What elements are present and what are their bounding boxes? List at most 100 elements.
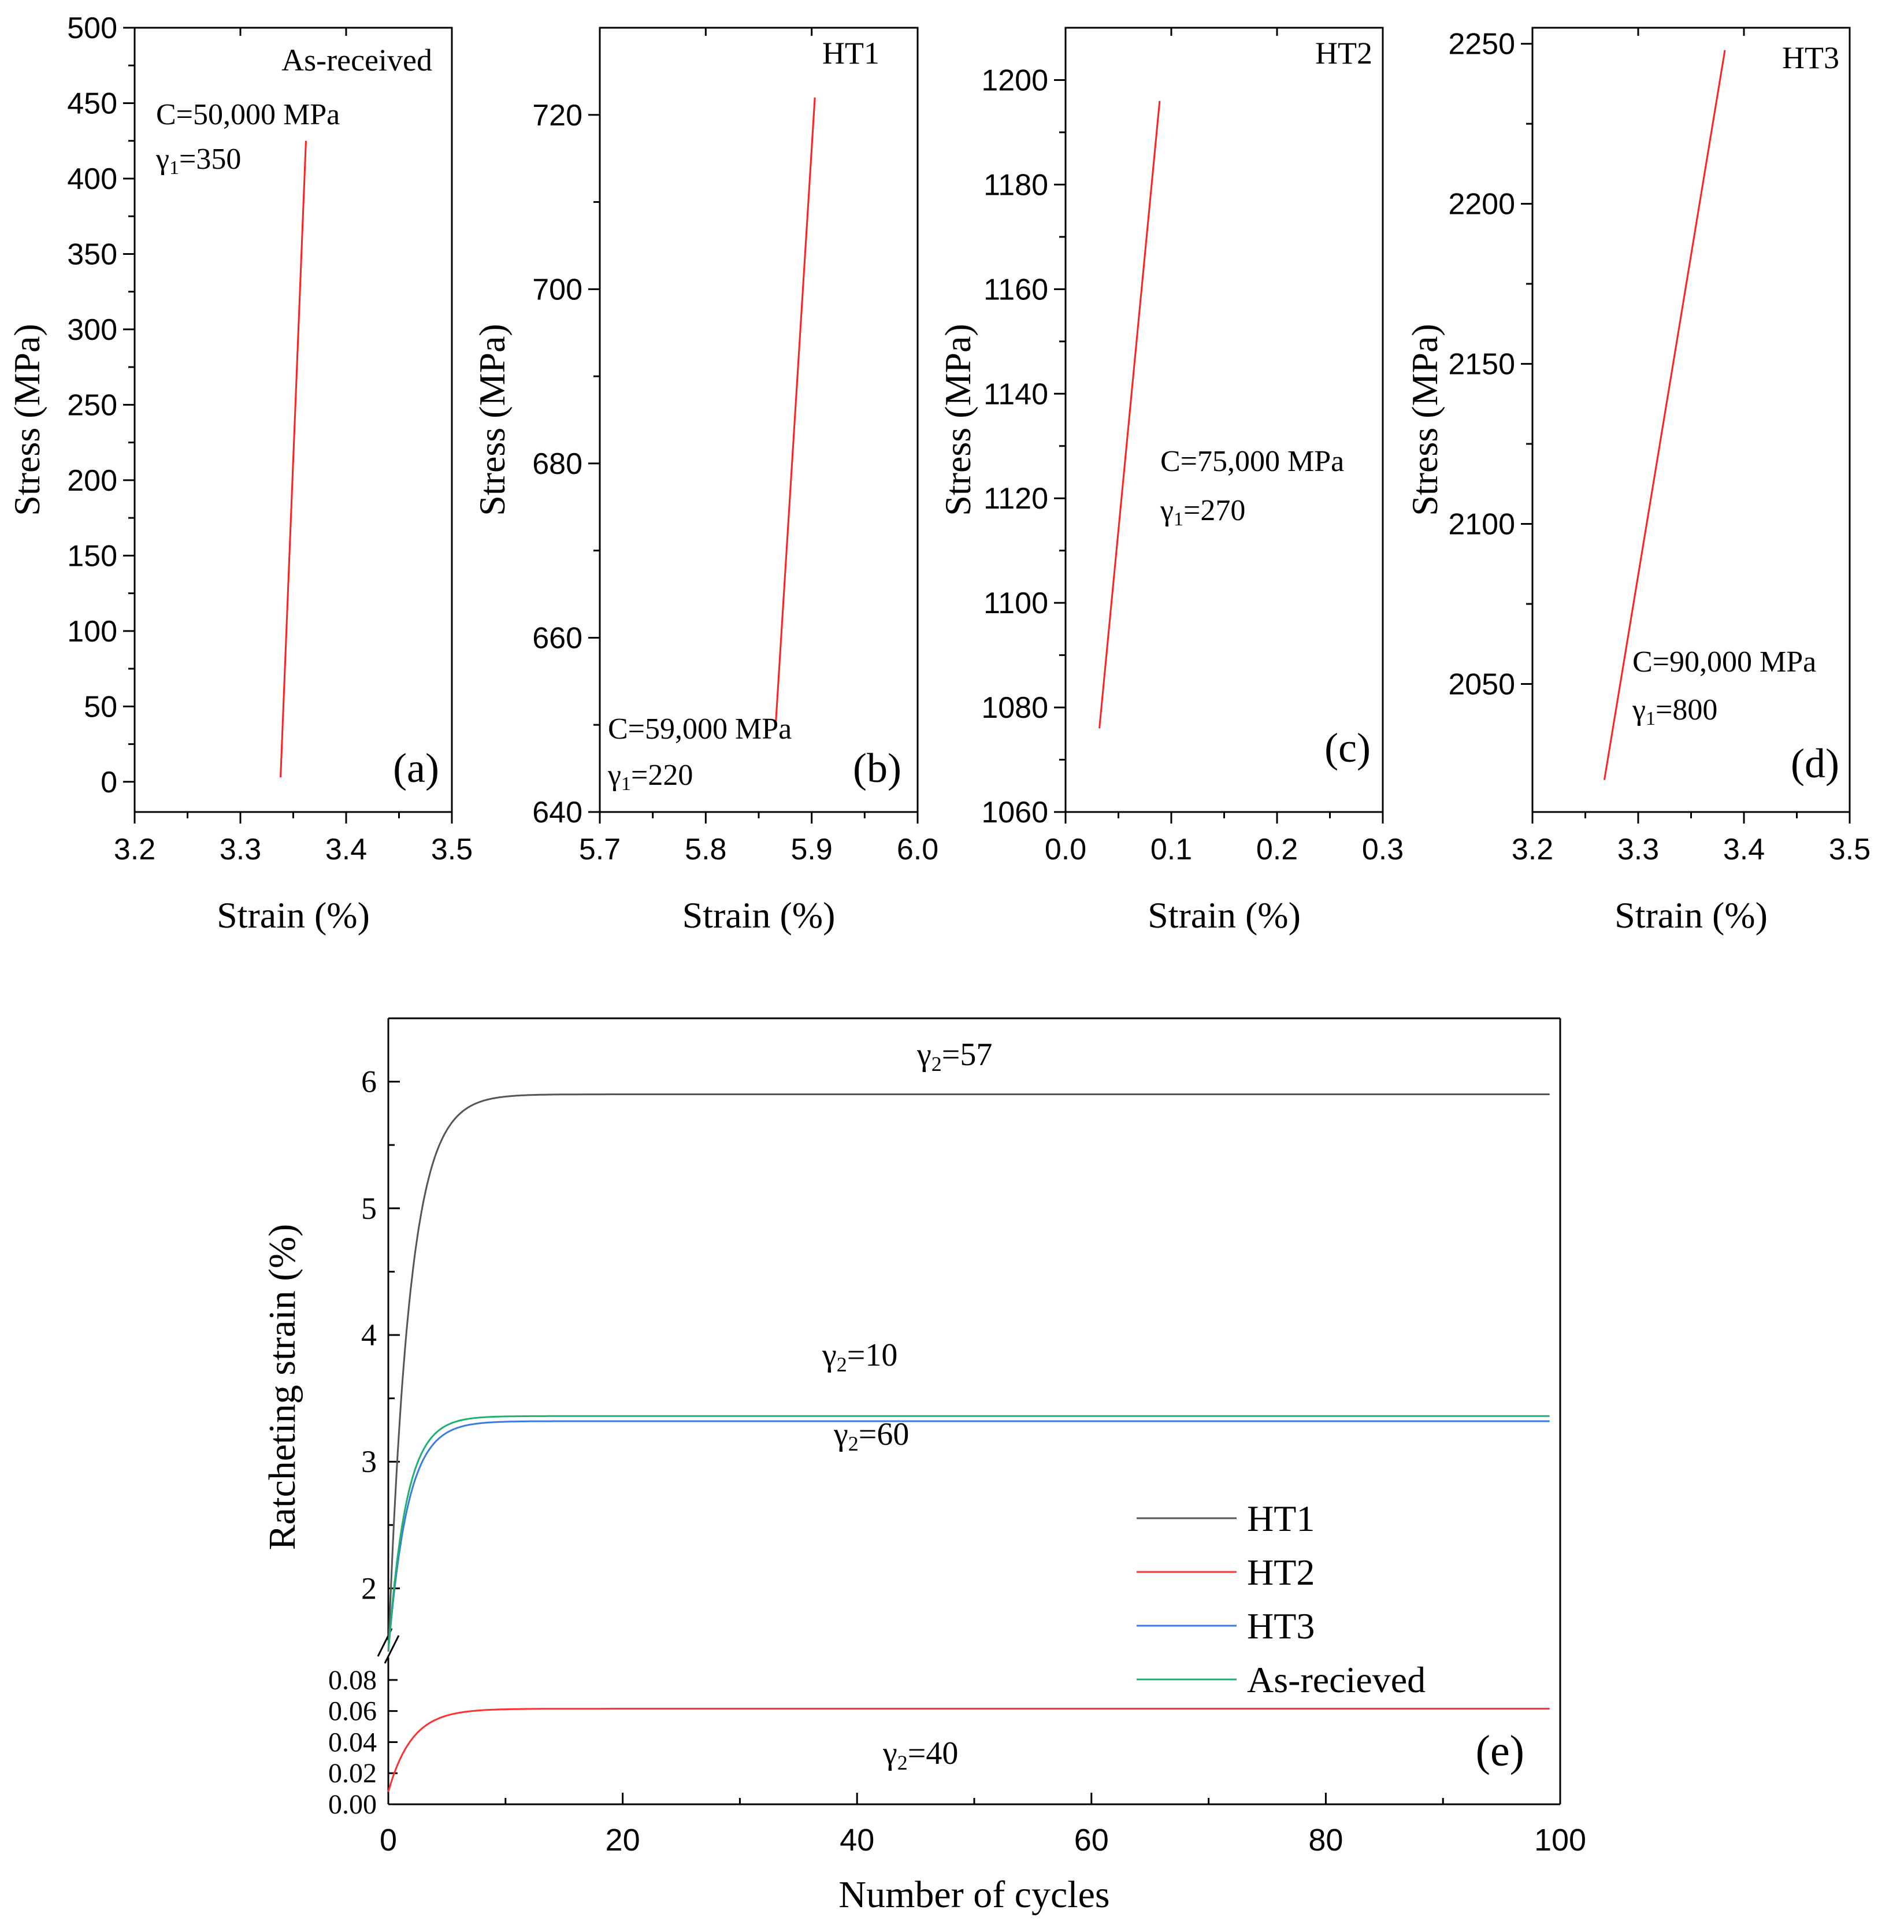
panel-a: 3.2 3.3 3.4 3.5 0 50 100 150 200 250 300 350 400 450 5… [6, 12, 473, 936]
fit-line [1603, 50, 1726, 780]
y-tick-label: 680 [532, 447, 582, 481]
y-axis-label: Ratcheting strain (%) [261, 1224, 303, 1550]
y-tick-label: 500 [67, 12, 117, 45]
axis-break-mark [384, 1635, 400, 1664]
y-tick-label: 150 [67, 539, 117, 573]
y-tick-label: 1180 [983, 168, 1048, 202]
x-tick-label: 3.2 [1512, 833, 1553, 866]
y-axis-label: Stress (MPa) [937, 324, 978, 516]
y-tick-label: 2250 [1448, 28, 1515, 61]
series-line-ht3 [387, 1420, 1550, 1652]
legend-item: HT1 [1137, 1498, 1315, 1539]
y-axis-label: Stress (MPa) [1404, 324, 1445, 516]
legend-label: HT3 [1247, 1605, 1315, 1647]
gamma1-parameter-label: γ1=800 [1632, 694, 1717, 729]
panel-label: (d) [1791, 740, 1839, 787]
y-tick-label: 640 [532, 796, 582, 829]
y-tick-label: 450 [67, 87, 117, 120]
y-tick-label: 5 [361, 1191, 377, 1226]
legend-label: HT1 [1247, 1498, 1315, 1539]
panel-title: HT1 [822, 36, 879, 71]
x-tick-label: 20 [606, 1823, 640, 1857]
fit-line [280, 140, 307, 778]
x-tick-label: 5.8 [685, 833, 726, 866]
y-tick-label: 1080 [981, 691, 1048, 725]
series-line-ht1 [387, 1093, 1550, 1652]
panel-label: (b) [853, 745, 901, 791]
x-tick-label: 60 [1074, 1823, 1109, 1857]
series-line-ht2 [387, 1708, 1550, 1792]
y-tick-label: 200 [67, 464, 117, 498]
plot-frame [1064, 27, 1384, 813]
y-tick-label: 350 [67, 238, 117, 271]
legend-item: HT2 [1137, 1552, 1315, 1593]
y-tick-label: 6 [361, 1065, 377, 1099]
y-tick-label: 50 [84, 690, 117, 724]
gamma2-label: γ2=57 [916, 1037, 992, 1076]
y-tick-label: 2150 [1448, 348, 1515, 381]
x-tick-label: 80 [1308, 1823, 1343, 1857]
y-axis-label: Stress (MPa) [6, 324, 47, 516]
x-axis-label: Strain (%) [217, 895, 370, 936]
panel-title: As-received [281, 43, 432, 77]
x-tick-label: 3.2 [114, 833, 155, 866]
y-tick-label: 400 [67, 162, 117, 196]
panel-label: (a) [393, 745, 439, 791]
gamma2-label: γ2=60 [833, 1416, 909, 1455]
gamma1-parameter-label: γ1=350 [155, 143, 241, 179]
x-tick-label: 0.3 [1362, 833, 1404, 866]
y-tick-label: 0.04 [328, 1727, 377, 1757]
y-tick-label: 2050 [1448, 668, 1515, 701]
panel-title: HT3 [1782, 40, 1839, 75]
panel-label: (c) [1324, 725, 1371, 771]
y-tick-label: 1200 [981, 64, 1048, 97]
fit-line [1098, 101, 1161, 729]
panel-b: 5.7 5.8 5.9 6.0 640 660 680 700 720 Strain (%) Str… [472, 27, 938, 936]
legend-label: HT2 [1247, 1552, 1315, 1593]
y-tick-label: 1160 [983, 273, 1048, 306]
x-tick-label: 3.5 [1829, 833, 1870, 866]
y-tick-label: 3 [361, 1444, 377, 1479]
x-tick-label: 5.7 [579, 833, 621, 866]
y-tick-label: 1140 [983, 377, 1048, 411]
panel-label: (e) [1476, 1727, 1524, 1775]
panel-c: 0.0 0.1 0.2 0.3 1060 1080 1100 1120 1140 1160 1180… [937, 27, 1404, 936]
c-parameter-label: C=59,000 MPa [608, 713, 792, 746]
x-tick-label: 3.4 [325, 833, 367, 866]
x-tick-label: 5.9 [791, 833, 833, 866]
gamma1-parameter-label: γ1=220 [607, 759, 693, 795]
y-axis-label: Stress (MPa) [472, 324, 513, 516]
x-tick-label: 0.1 [1150, 833, 1192, 866]
y-tick-label: 1100 [983, 587, 1048, 620]
y-tick-label: 1060 [981, 796, 1048, 829]
y-tick-label: 4 [361, 1318, 377, 1352]
x-axis-label: Number of cycles [838, 1874, 1109, 1916]
panel-title: HT2 [1315, 36, 1372, 71]
y-tick-label: 0 [101, 766, 117, 799]
x-tick-label: 3.4 [1723, 833, 1765, 866]
x-axis-label: Strain (%) [1148, 895, 1301, 936]
y-tick-label: 0.00 [328, 1789, 377, 1820]
y-tick-label: 300 [67, 313, 117, 347]
y-tick-label: 0.06 [328, 1696, 377, 1727]
legend-item: HT3 [1137, 1605, 1315, 1647]
fit-line [774, 97, 816, 725]
series-line-as-recieved [387, 1415, 1550, 1652]
x-tick-label: 100 [1534, 1823, 1586, 1857]
legend-label: As-recieved [1247, 1659, 1426, 1700]
c-parameter-label: C=50,000 MPa [156, 98, 340, 131]
x-tick-label: 0.2 [1256, 833, 1298, 866]
x-tick-label: 3.5 [431, 833, 473, 866]
y-tick-label: 2 [361, 1571, 377, 1605]
x-tick-label: 0.0 [1045, 833, 1086, 866]
gamma1-parameter-label: γ1=270 [1160, 494, 1245, 530]
x-axis-label: Strain (%) [1614, 895, 1768, 936]
y-tick-label: 660 [532, 621, 582, 655]
y-tick-label: 720 [532, 99, 582, 132]
y-tick-label: 250 [67, 388, 117, 422]
x-tick-label: 6.0 [897, 833, 938, 866]
gamma2-label: γ2=40 [882, 1736, 958, 1774]
x-tick-label: 0 [380, 1823, 397, 1857]
y-tick-label: 0.08 [328, 1665, 377, 1696]
x-tick-label: 3.3 [220, 833, 261, 866]
